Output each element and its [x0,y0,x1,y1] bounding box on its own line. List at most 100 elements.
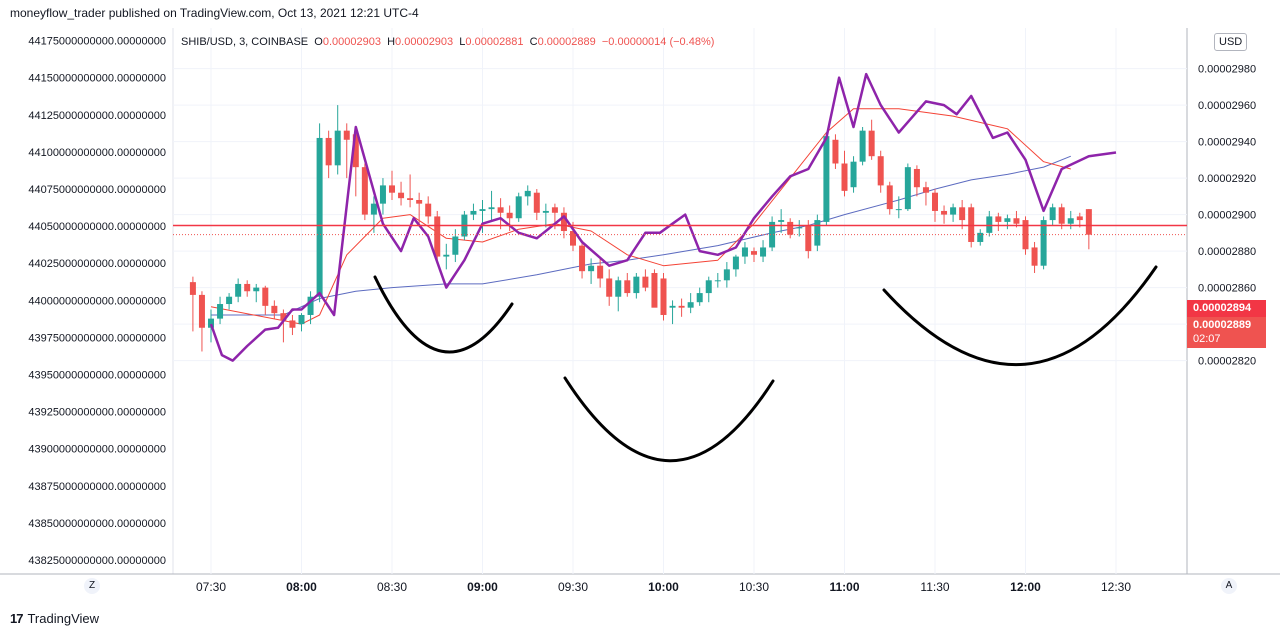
candle-body [796,227,803,229]
candle [859,127,866,166]
candle [497,198,504,230]
candle-body [579,245,586,272]
time-axis-tick: 12:00 [1010,580,1041,594]
candle-body [470,210,477,215]
candle-body [760,247,767,257]
candle-body [642,276,649,288]
legend-open: 0.00002903 [322,36,381,48]
candle [986,210,993,237]
candle [805,220,812,259]
last-price-value: 0.00002889 [1193,319,1252,331]
price-chart[interactable]: 44175000000000.00000000 44150000000000.00… [0,28,1280,602]
candle [669,300,676,325]
candle-body [778,220,785,222]
auto-scale-button[interactable]: A [1221,578,1237,594]
candle-body [995,216,1002,222]
candle-body [379,185,386,204]
candle [760,240,767,263]
candle-body [678,305,685,308]
candle [226,293,233,310]
candle-body [922,187,929,193]
publish-header: moneyflow_trader published on TradingVie… [10,6,419,20]
candle [588,258,595,284]
candle [1067,210,1074,230]
candle [950,203,957,222]
candle [253,283,260,303]
candle-body [886,185,893,210]
candle-body [1085,209,1092,235]
candle-body [253,287,260,292]
candle-body [877,156,884,186]
legend-change: −0.00000014 (−0.48%) [601,36,715,48]
candle [262,285,269,315]
right-axis-tick: 0.00002960 [1198,100,1256,112]
candle-body [1040,220,1047,266]
candle [977,229,984,246]
candle [316,123,323,303]
footer-branding: 17 TradingView [10,611,99,626]
candle [289,314,296,336]
candle-body [479,209,486,211]
candle-body [1067,218,1074,224]
candle-body [615,280,622,297]
candle-body [904,167,911,210]
candle-body [370,203,377,215]
candle [624,273,631,297]
last-price-tag: 0.00002889 02:07 [1187,317,1266,348]
right-axis-tick: 0.00002980 [1198,64,1256,76]
candle [407,174,414,208]
right-axis-tick: 0.00002920 [1198,173,1256,185]
time-axis-tick: 09:30 [558,580,588,594]
left-scale-button[interactable]: Z [84,578,100,594]
candle-body [280,313,287,321]
slow-ma-line [211,155,1071,316]
left-axis-tick: 43825000000000.00000000 [28,555,166,567]
candle [597,256,604,288]
candle [732,254,739,277]
candle [941,205,948,224]
candle-body [1076,216,1083,221]
candle-body [262,287,269,306]
candle-body [208,318,214,328]
candle [660,273,667,321]
candle-body [416,200,423,204]
candle [1085,209,1092,250]
candle-body [1049,207,1056,221]
candle [217,296,224,325]
candle-body [977,232,984,242]
candle [778,209,785,233]
candle-body [452,236,459,255]
candle-body [714,280,721,282]
left-axis-tick: 43850000000000.00000000 [28,518,166,530]
candle [850,156,857,193]
candle [579,240,586,279]
candle [488,190,495,222]
candle-body [841,163,848,191]
candle-body [407,198,414,200]
candle-body [443,254,450,257]
candle-body [868,130,875,157]
candle [877,150,884,193]
candle-body [515,196,522,219]
candle [832,134,839,169]
candle-body [1013,218,1020,224]
time-axis-tick: 11:30 [920,580,949,594]
time-axis-tick: 08:30 [377,580,407,594]
tradingview-logo-icon: 17 [10,611,24,626]
left-axis-tick: 44000000000000.00000000 [28,295,166,307]
chart-grid [0,28,1280,575]
candle-body [741,247,748,257]
candle [687,293,694,314]
currency-badge[interactable]: USD [1214,33,1248,51]
candle [823,132,830,226]
candle [425,196,432,224]
candle-body [787,221,794,235]
candle [787,218,794,239]
candle [533,189,540,221]
legend-open-label: O [314,36,323,48]
left-axis-tick: 43950000000000.00000000 [28,370,166,382]
left-axis-tick: 43900000000000.00000000 [28,444,166,456]
time-axis-tick: 07:30 [196,580,226,594]
cup-pattern-drawings [373,265,1158,463]
candle-body [524,190,531,197]
